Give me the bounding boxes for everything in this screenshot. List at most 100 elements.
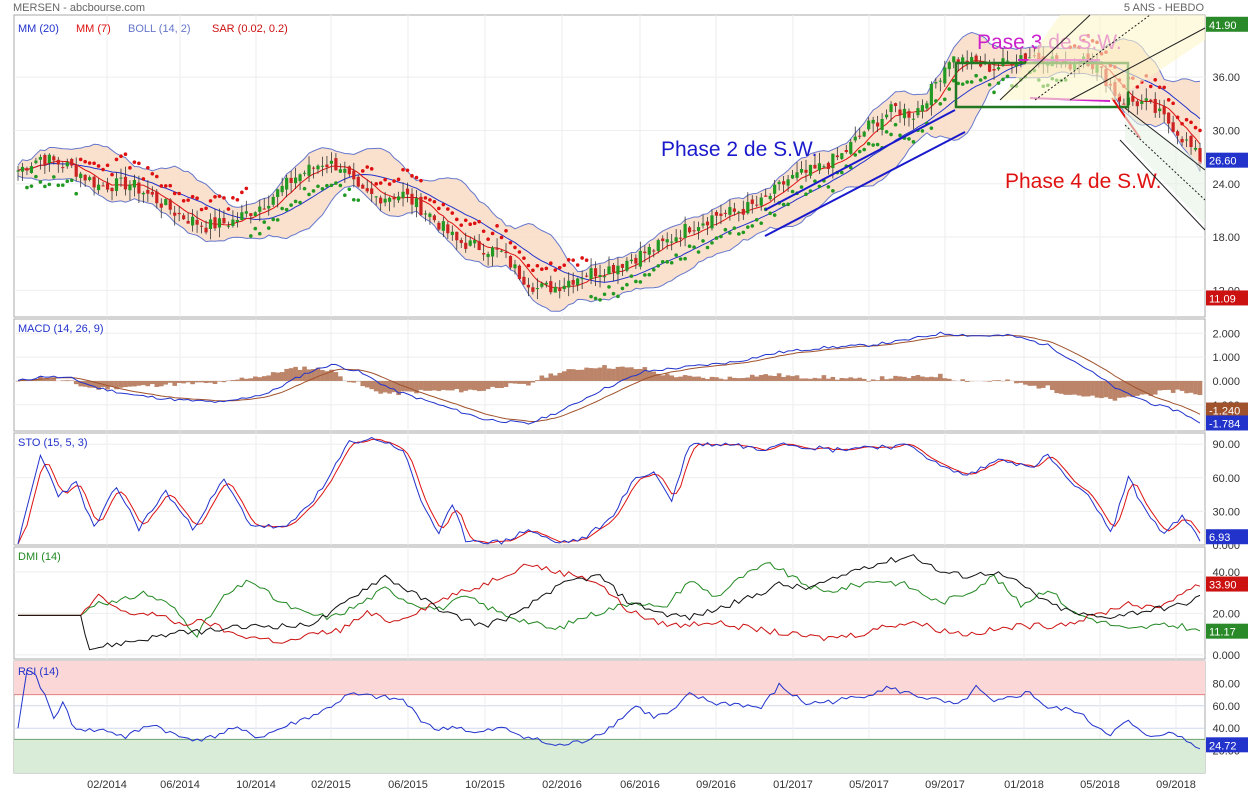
candle-body [549, 281, 553, 293]
sar-dot [548, 261, 553, 266]
sar-dot [114, 157, 119, 162]
macd-histogram-bar [297, 369, 303, 381]
macd-line-badge: -1.784 [1206, 415, 1248, 431]
sar-dot [737, 232, 741, 236]
candle-body [1180, 138, 1184, 143]
candle-body [710, 215, 714, 229]
candle-body [598, 274, 602, 277]
sar-dot [875, 142, 880, 147]
macd-histogram-bar [852, 378, 858, 381]
candle-body [347, 166, 351, 175]
macd-histogram-bar [441, 380, 446, 390]
sar-dot [123, 152, 128, 157]
chart-period: 5 ANS - HEBDO [1124, 2, 1205, 14]
macd-histogram-bar [539, 375, 545, 381]
sar-dot [132, 160, 137, 164]
candle-body [388, 197, 392, 202]
macd-histogram-bar [230, 380, 236, 381]
candle-body [235, 219, 239, 223]
sar-dot [978, 78, 983, 82]
phase2-trendline-top [764, 109, 956, 211]
sar-dot [862, 147, 867, 152]
legend-sar: SAR (0.02, 0.2) [212, 23, 288, 35]
sar-dot [884, 130, 889, 134]
dmi-plus-badge: 11.17 [1206, 623, 1248, 639]
macd-histogram-bar [409, 380, 415, 392]
candle-body [786, 179, 790, 186]
sar-dot [544, 266, 549, 271]
candle-body [370, 188, 374, 194]
candle-body [204, 227, 208, 233]
sar-dot [74, 191, 79, 196]
candle-body [490, 247, 495, 257]
sar-dot [781, 202, 786, 207]
candle-body [1135, 101, 1139, 107]
macd-histogram-bar [727, 376, 733, 381]
sar-dot [701, 239, 705, 243]
candle-body [79, 173, 83, 178]
sar-dot [181, 198, 186, 203]
macd-histogram-bar [1099, 380, 1104, 399]
candle-body [83, 174, 87, 181]
sar-dot [647, 272, 652, 277]
x-tick-label: 09/2018 [1156, 779, 1196, 791]
macd-histogram-bar [1197, 380, 1203, 396]
macd-histogram-bar [1103, 380, 1109, 398]
candle-body [943, 67, 947, 84]
price-max-badge-bg [1206, 16, 1248, 32]
macd-histogram-bar [552, 375, 558, 381]
sar-dot [423, 196, 428, 200]
macd-histogram-bar [64, 380, 70, 381]
sar-dot [343, 193, 347, 198]
macd-histogram-bar [190, 380, 195, 385]
sar-dot [257, 231, 262, 236]
macd-histogram-bar [758, 375, 764, 381]
y-tick-label: 0.000 [1212, 376, 1240, 388]
macd-histogram-bar [221, 380, 227, 383]
candle-body [159, 203, 163, 208]
candle-body [114, 178, 119, 191]
candle-body [970, 57, 974, 65]
sar-dot [271, 217, 276, 222]
candle-body [146, 189, 150, 194]
macd-histogram-bar [579, 369, 585, 381]
candle-body [620, 264, 625, 268]
sar-dot [52, 175, 56, 179]
macd-histogram-bar [660, 375, 666, 381]
rsi-overbought-zone [14, 661, 1205, 695]
sar-dot [678, 257, 683, 261]
candle-body [173, 212, 177, 216]
sar-dot [934, 99, 938, 103]
phase4-label: Phase 4 de S.W. [1005, 170, 1161, 193]
sar-dot [643, 273, 647, 277]
sto-panel [13, 432, 1206, 546]
macd-histogram-bar [217, 380, 222, 382]
candle-body [356, 176, 360, 187]
sar-dot [705, 245, 710, 250]
sar-dot [454, 217, 459, 222]
candle-body [105, 183, 110, 190]
x-tick-label: 05/2017 [849, 779, 889, 791]
candle-body [835, 155, 839, 158]
sar-dot [141, 177, 146, 181]
sar-dot [750, 224, 755, 228]
macd-histogram-bar [884, 379, 889, 381]
candle-body [719, 213, 723, 216]
x-tick-label: 01/2018 [1004, 779, 1044, 791]
macd-histogram-bar [69, 380, 75, 381]
candle-body [155, 191, 159, 204]
candle-body [88, 177, 92, 181]
sar-dot [311, 189, 316, 193]
candle-body [562, 285, 566, 290]
macd-line [17, 331, 1201, 425]
macd-histogram-bar [1148, 380, 1154, 396]
sar-dot [284, 207, 289, 212]
macd-histogram-bar [338, 376, 343, 381]
sar-dot [656, 264, 661, 268]
sar-dot [893, 122, 898, 127]
candle-body [643, 251, 647, 254]
sar-dot [616, 294, 620, 299]
candle-body [419, 196, 423, 216]
y-tick-label: 24.00 [1212, 179, 1240, 191]
sar-dot [508, 240, 513, 245]
